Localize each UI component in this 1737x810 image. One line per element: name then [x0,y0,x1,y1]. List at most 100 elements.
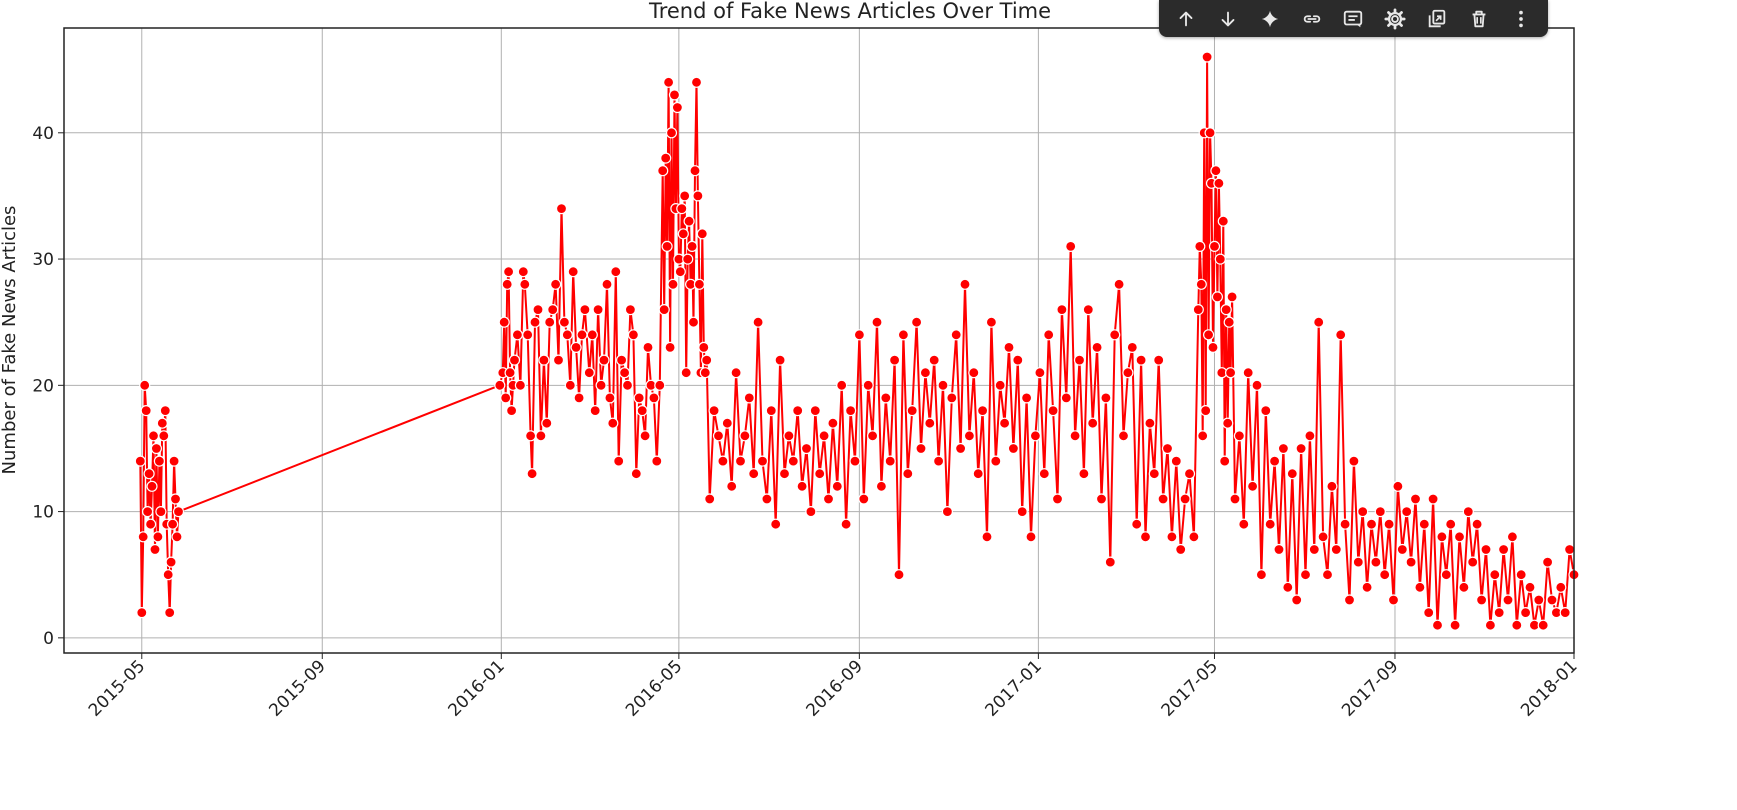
data-point [541,417,553,429]
data-point [752,316,764,328]
data-point [800,442,813,455]
data-point [840,518,852,530]
data-point [668,89,681,101]
data-point [774,354,786,366]
data-point [1462,506,1474,518]
data-point [1458,581,1470,593]
data-point [621,379,634,391]
data-point [514,379,527,391]
delete-button[interactable] [1462,3,1496,35]
data-point [1260,405,1272,417]
data-point [1335,329,1347,341]
data-point [1524,581,1536,593]
data-point [1095,493,1108,505]
data-point [1025,531,1037,543]
data-point [954,442,967,455]
data-point [595,379,607,391]
data-point [1197,430,1209,442]
data-point [159,405,171,417]
data-point [555,203,568,215]
comment-button[interactable] [1336,3,1370,35]
data-point [1493,606,1505,619]
data-point [1082,304,1094,316]
x-tick-label: 2017-05 [1158,656,1222,720]
data-point [172,506,185,518]
data-point [831,480,843,492]
data-point [972,468,984,480]
data-point [1220,304,1232,316]
data-point [994,379,1006,391]
y-axis-ticks: 0 10 20 30 40 [32,124,64,649]
x-tick-label: 2017-09 [1338,656,1402,720]
data-point [897,329,910,341]
data-point [576,329,588,341]
data-point [501,278,513,290]
data-point [1069,430,1081,442]
data-point [1153,354,1165,366]
data-point [149,543,161,556]
data-point [1370,556,1382,568]
data-point [661,240,673,252]
data-point [1273,543,1285,556]
settings-button[interactable] [1378,3,1412,35]
data-point [1440,569,1452,581]
data-point [630,468,642,480]
y-tick-label: 0 [43,629,54,649]
data-point [627,329,640,341]
move-down-button[interactable] [1211,3,1245,35]
data-point [538,354,550,366]
data-point [981,531,993,543]
data-point [734,455,747,467]
data-point [880,392,892,404]
data-point [699,367,711,379]
data-point [165,556,177,568]
sparkle-button[interactable] [1253,3,1287,35]
data-point [1051,493,1064,505]
mirror-button[interactable] [1420,3,1454,35]
data-point [959,278,971,290]
mirror-cell-icon [1428,9,1446,27]
data-point [657,165,669,177]
data-point [1299,569,1312,581]
data-point [671,101,684,114]
data-point [162,569,174,581]
data-point [618,367,631,379]
data-point [1511,619,1523,631]
data-point [1361,581,1373,593]
more-button[interactable] [1504,3,1538,35]
data-point [1555,581,1567,593]
data-point [1043,329,1055,341]
data-point [1195,278,1207,290]
data-point [1056,304,1068,316]
data-point [1515,569,1527,581]
data-point [792,405,804,417]
data-point [544,316,556,328]
data-point [985,316,998,328]
x-tick-label: 2015-09 [265,656,329,720]
data-point [1506,531,1519,543]
data-point [743,392,755,404]
data-point [726,480,738,492]
data-point [1295,442,1307,455]
data-point [1242,367,1254,379]
data-point [730,367,742,379]
data-point [765,405,777,417]
data-point [607,417,619,429]
data-point [1365,518,1378,530]
data-point [639,430,651,442]
move-up-button[interactable] [1169,3,1203,35]
data-point [1117,430,1130,442]
data-point [677,228,689,240]
data-point [498,316,510,328]
data-point [1392,480,1404,492]
link-button[interactable] [1295,3,1329,35]
data-point [1533,594,1545,606]
data-point [1194,240,1206,252]
data-point [1047,405,1059,417]
data-point [858,493,870,505]
data-point [494,379,506,391]
data-point [756,455,769,467]
data-point [583,367,595,379]
data-point [1484,619,1497,631]
data-point [1268,455,1281,467]
